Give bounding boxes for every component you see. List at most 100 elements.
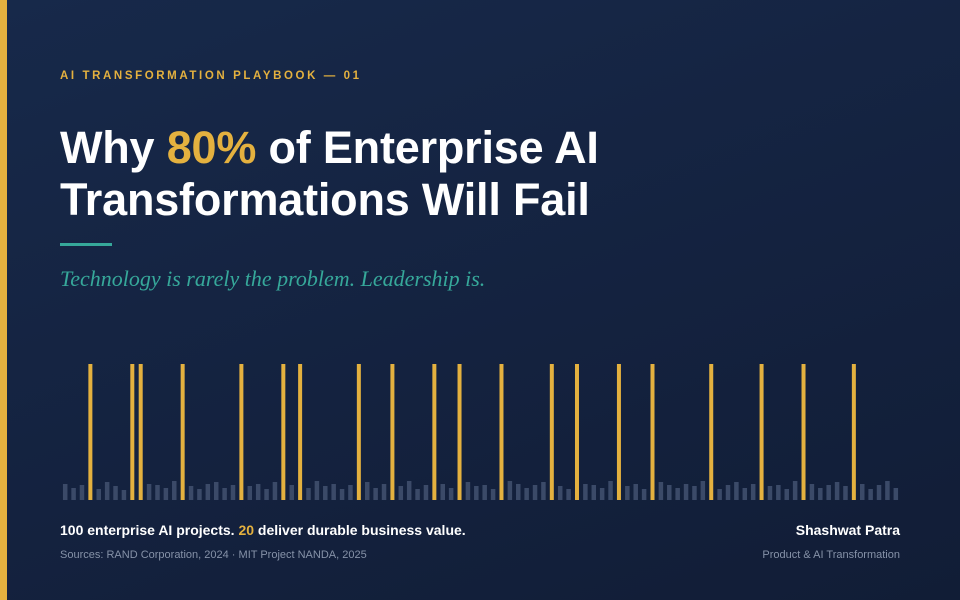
bar-failed-project [146,484,152,500]
bar-failed-project [423,485,429,500]
chart-caption: 100 enterprise AI projects. 20 deliver d… [60,522,466,538]
bar-failed-project [566,489,571,500]
bar-failed-project [524,488,529,500]
title-prefix: Why [60,122,167,173]
bar-successful-project [851,364,856,500]
bar-failed-project [272,482,278,500]
bar-successful-project [138,364,143,500]
bar-failed-project [339,489,345,500]
bar-failed-project [230,485,236,500]
bar-failed-project [658,482,664,500]
bar-failed-project [264,489,269,500]
bar-failed-project [331,484,336,500]
bar-failed-project [465,482,471,500]
bar-failed-project [96,489,101,500]
bar-successful-project [298,364,303,500]
bar-failed-project [885,481,890,500]
bar-failed-project [79,485,85,500]
bar-failed-project [667,485,672,500]
bar-successful-project [239,364,244,500]
bar-failed-project [700,481,706,500]
bar-failed-project [507,481,513,500]
bar-failed-project [750,484,756,500]
bar-failed-project [364,482,370,500]
bar-failed-project [599,488,605,500]
bar-failed-project [448,488,454,500]
bar-failed-project [608,481,613,500]
bar-failed-project [104,482,110,500]
bar-failed-project [247,486,253,500]
bar-successful-project [759,364,764,500]
bar-failed-project [583,484,588,500]
bar-failed-project [155,485,160,500]
bar-failed-project [415,489,420,500]
bar-failed-project [541,482,546,500]
bar-failed-project [868,489,873,500]
bar-successful-project [356,364,361,500]
bar-failed-project [742,488,748,500]
bar-successful-project [549,364,554,500]
bar-failed-project [373,488,378,500]
bar-failed-project [834,482,840,500]
bar-failed-project [818,488,823,500]
bar-failed-project [725,485,731,500]
bar-failed-project [516,484,521,500]
bar-failed-project [860,484,865,500]
title-line-1: Why 80% of Enterprise AI [60,122,920,174]
bar-failed-project [474,486,479,500]
bar-failed-project [490,489,496,500]
bar-failed-project [71,488,76,500]
bar-failed-project [406,481,412,500]
bar-failed-project [482,485,487,500]
bar-failed-project [348,485,353,500]
subtitle: Technology is rarely the problem. Leader… [60,266,486,291]
bar-failed-project [591,485,597,500]
bar-failed-project [876,485,882,500]
bar-successful-project [281,364,286,500]
bar-failed-project [625,486,630,500]
bar-failed-project [641,489,647,500]
page-title: Why 80% of Enterprise AI Transformations… [60,122,920,226]
bar-failed-project [113,486,118,500]
bar-failed-project [717,489,722,500]
bar-successful-project [390,364,395,500]
bar-failed-project [323,486,328,500]
sources-note: Sources: RAND Corporation, 2024 · MIT Pr… [60,549,367,561]
bar-failed-project [893,488,899,500]
bar-failed-project [381,484,387,500]
bar-failed-project [767,486,773,500]
bar-failed-project [809,484,815,500]
bar-failed-project [776,485,781,500]
bar-successful-project [801,364,806,500]
bar-successful-project [432,364,437,500]
author-name: Shashwat Patra [795,522,900,538]
title-divider [60,243,112,246]
bar-failed-project [557,486,563,500]
bar-failed-project [683,484,689,500]
bar-failed-project [289,485,294,500]
bar-successful-project [457,364,462,500]
bar-successful-project [709,364,714,500]
bar-successful-project [180,364,185,500]
bar-failed-project [398,486,404,500]
bar-failed-project [675,488,680,500]
left-accent-bar [0,0,7,600]
bar-successful-project [499,364,504,500]
bar-failed-project [734,482,739,500]
bar-successful-project [616,364,621,500]
caption-highlight: 20 [238,522,255,538]
bar-failed-project [197,489,202,500]
bar-successful-project [130,364,135,500]
bar-failed-project [532,485,538,500]
bar-failed-project [188,486,194,500]
author-role: Product & AI Transformation [762,549,900,561]
bar-failed-project [213,482,219,500]
caption-suffix: deliver durable business value. [254,522,466,538]
eyebrow-label: AI TRANSFORMATION PLAYBOOK — 01 [60,70,362,82]
bar-failed-project [440,484,445,500]
bar-failed-project [121,490,127,500]
bar-failed-project [222,488,227,500]
bar-failed-project [843,486,848,500]
bar-failed-project [205,484,211,500]
